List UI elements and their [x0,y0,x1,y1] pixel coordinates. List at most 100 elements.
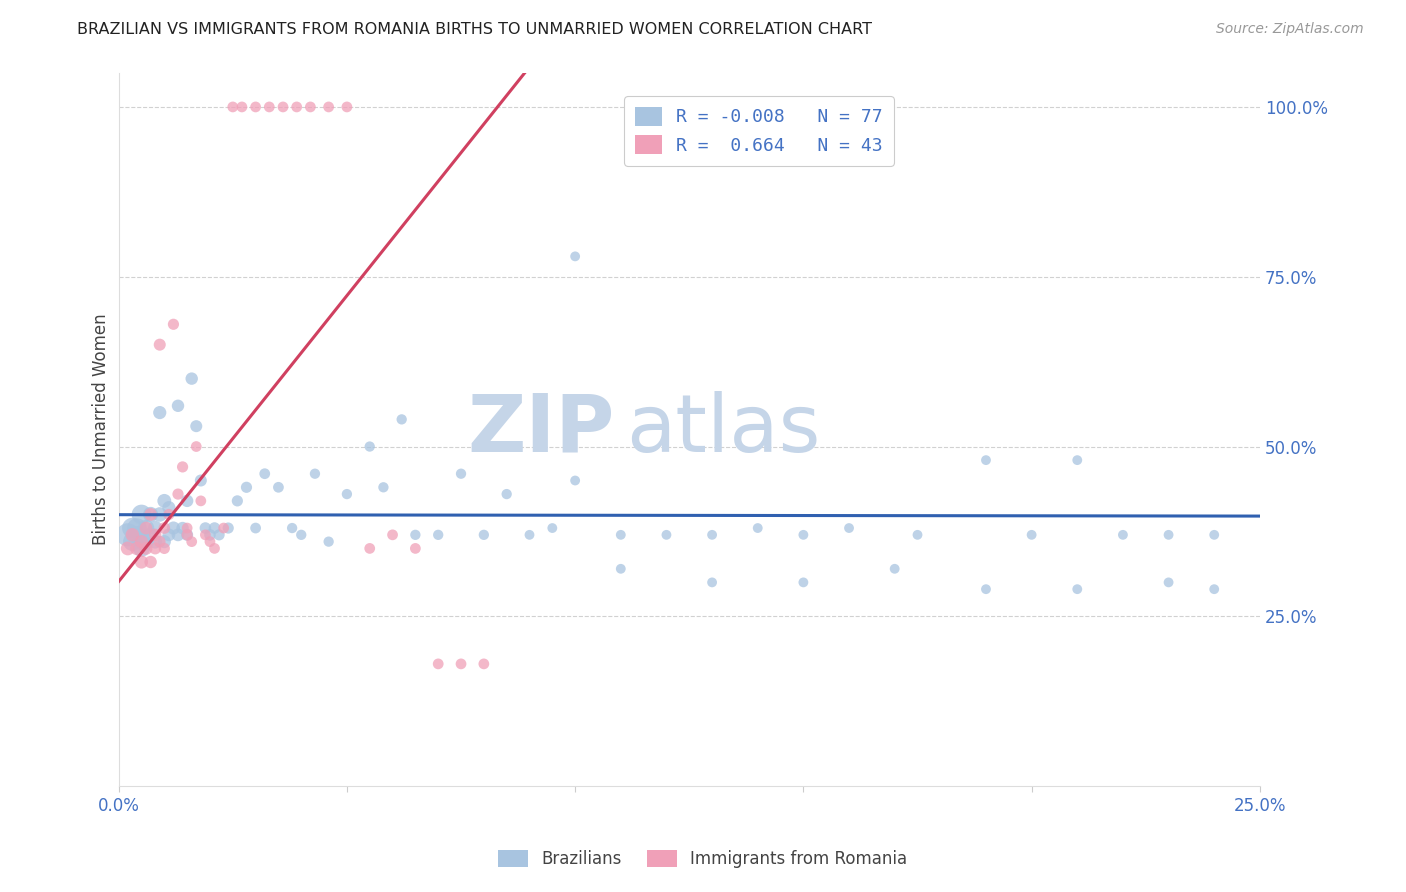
Text: BRAZILIAN VS IMMIGRANTS FROM ROMANIA BIRTHS TO UNMARRIED WOMEN CORRELATION CHART: BRAZILIAN VS IMMIGRANTS FROM ROMANIA BIR… [77,22,872,37]
Point [190,494,212,508]
Point [359,440,381,454]
Point [336,100,359,114]
Point [427,528,450,542]
Point [180,534,202,549]
Point [176,521,198,535]
Point [162,318,184,332]
Point [700,575,723,590]
Point [186,440,208,454]
Text: ZIP: ZIP [468,391,614,468]
Point [610,528,633,542]
Point [167,487,190,501]
Point [139,508,162,522]
Point [149,406,172,420]
Point [167,399,190,413]
Point [131,541,153,556]
Point [427,657,450,671]
Point [974,582,997,597]
Point [125,528,148,542]
Point [153,541,176,556]
Point [318,534,340,549]
Point [747,521,769,535]
Point [167,528,190,542]
Point [117,541,139,556]
Point [1066,453,1088,467]
Point [1066,582,1088,597]
Point [212,521,235,535]
Point [404,528,426,542]
Point [180,371,202,385]
Point [235,480,257,494]
Point [450,467,472,481]
Point [1204,582,1226,597]
Point [139,528,162,542]
Point [117,528,139,542]
Point [149,337,172,351]
Point [153,494,176,508]
Point [131,508,153,522]
Point [143,521,166,535]
Point [655,528,678,542]
Point [281,521,304,535]
Point [245,521,267,535]
Point [157,500,180,515]
Point [186,419,208,434]
Point [135,541,157,556]
Point [1157,528,1180,542]
Point [198,534,221,549]
Point [907,528,929,542]
Point [121,521,143,535]
Point [245,100,267,114]
Point [194,528,217,542]
Point [204,521,226,535]
Point [121,534,143,549]
Point [519,528,541,542]
Point [472,657,495,671]
Point [143,534,166,549]
Point [253,467,276,481]
Point [299,100,322,114]
Point [121,528,143,542]
Point [131,534,153,549]
Point [143,541,166,556]
Point [1204,528,1226,542]
Point [792,528,814,542]
Point [883,562,905,576]
Point [472,528,495,542]
Point [1112,528,1135,542]
Point [290,528,312,542]
Point [204,541,226,556]
Point [176,528,198,542]
Point [700,528,723,542]
Point [222,100,245,114]
Point [1021,528,1043,542]
Point [135,521,157,535]
Point [176,528,198,542]
Point [131,534,153,549]
Point [135,534,157,549]
Point [149,508,172,522]
Point [838,521,860,535]
Point [450,657,472,671]
Point [135,521,157,535]
Point [564,249,586,263]
Point [404,541,426,556]
Point [391,412,413,426]
Point [285,100,308,114]
Point [176,494,198,508]
Point [336,487,359,501]
Point [381,528,404,542]
Point [172,521,194,535]
Point [198,528,221,542]
Legend: R = -0.008   N = 77, R =  0.664   N = 43: R = -0.008 N = 77, R = 0.664 N = 43 [624,96,894,166]
Text: Source: ZipAtlas.com: Source: ZipAtlas.com [1216,22,1364,37]
Point [304,467,326,481]
Point [143,528,166,542]
Legend: Brazilians, Immigrants from Romania: Brazilians, Immigrants from Romania [492,843,914,875]
Point [157,528,180,542]
Point [541,521,564,535]
Point [231,100,253,114]
Point [359,541,381,556]
Point [208,528,231,542]
Point [162,521,184,535]
